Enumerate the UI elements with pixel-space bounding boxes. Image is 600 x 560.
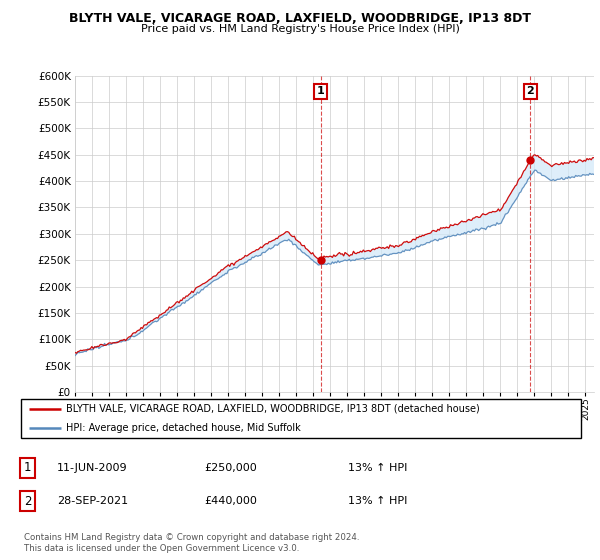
Text: 13% ↑ HPI: 13% ↑ HPI <box>348 496 407 506</box>
Text: £250,000: £250,000 <box>204 463 257 473</box>
Text: BLYTH VALE, VICARAGE ROAD, LAXFIELD, WOODBRIDGE, IP13 8DT (detached house): BLYTH VALE, VICARAGE ROAD, LAXFIELD, WOO… <box>66 404 480 414</box>
Text: 1: 1 <box>24 461 32 474</box>
Text: HPI: Average price, detached house, Mid Suffolk: HPI: Average price, detached house, Mid … <box>66 423 301 433</box>
Text: £440,000: £440,000 <box>204 496 257 506</box>
Text: BLYTH VALE, VICARAGE ROAD, LAXFIELD, WOODBRIDGE, IP13 8DT: BLYTH VALE, VICARAGE ROAD, LAXFIELD, WOO… <box>69 12 531 25</box>
Text: Contains HM Land Registry data © Crown copyright and database right 2024.: Contains HM Land Registry data © Crown c… <box>24 533 359 542</box>
Text: 13% ↑ HPI: 13% ↑ HPI <box>348 463 407 473</box>
Text: 2: 2 <box>526 86 534 96</box>
Text: This data is licensed under the Open Government Licence v3.0.: This data is licensed under the Open Gov… <box>24 544 299 553</box>
Text: 11-JUN-2009: 11-JUN-2009 <box>57 463 128 473</box>
Text: 2: 2 <box>24 494 32 508</box>
FancyBboxPatch shape <box>21 399 581 438</box>
Text: 1: 1 <box>317 86 325 96</box>
Text: 28-SEP-2021: 28-SEP-2021 <box>57 496 128 506</box>
Text: Price paid vs. HM Land Registry's House Price Index (HPI): Price paid vs. HM Land Registry's House … <box>140 24 460 34</box>
